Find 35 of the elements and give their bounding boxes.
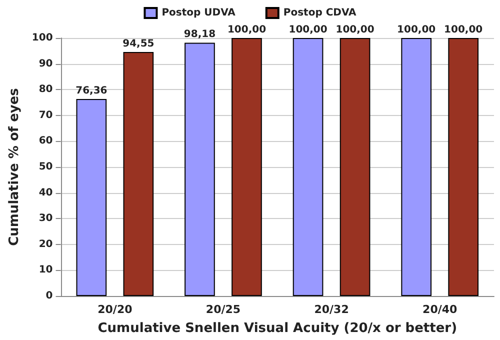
bar [448, 38, 479, 296]
x-tick-label: 20/25 [206, 303, 241, 316]
x-tick-label: 20/40 [422, 303, 458, 316]
legend-label: Postop UDVA [162, 8, 236, 18]
data-label: 98,18 [184, 29, 216, 40]
y-tick-label: 70 [38, 110, 53, 121]
y-tick-label: 60 [38, 136, 53, 147]
bar [76, 98, 107, 296]
data-label: 100,00 [227, 24, 266, 36]
bar [123, 52, 154, 296]
data-label: 100,00 [444, 24, 483, 36]
bar [401, 38, 432, 296]
data-label: 100,00 [397, 24, 436, 36]
y-tick-label: 90 [38, 58, 53, 70]
legend-label: Postop CDVA [283, 8, 357, 18]
x-tick-label: 20/32 [314, 303, 349, 316]
y-tick-label: 30 [38, 213, 53, 224]
data-label: 100,00 [336, 24, 374, 36]
bar [232, 38, 262, 296]
y-tick-label: 40 [38, 187, 53, 198]
bar [340, 38, 370, 296]
x-axis-title: Cumulative Snellen Visual Acuity (20/x or better) [98, 321, 458, 336]
y-tick-label: 10 [38, 264, 53, 276]
x-tick-label: 20/20 [98, 303, 133, 316]
data-label: 100,00 [288, 24, 328, 36]
data-label: 94,55 [122, 38, 154, 50]
bar [292, 38, 324, 296]
bar [184, 42, 215, 296]
y-axis-title: Cumulative % of eyes [7, 88, 22, 246]
y-tick-label: 50 [38, 162, 53, 172]
y-tick-label: 0 [46, 290, 53, 302]
data-label: 76,36 [76, 85, 108, 96]
y-tick-label: 80 [38, 84, 53, 96]
y-tick-label: 100 [32, 32, 53, 44]
y-tick-label: 20 [38, 238, 53, 250]
